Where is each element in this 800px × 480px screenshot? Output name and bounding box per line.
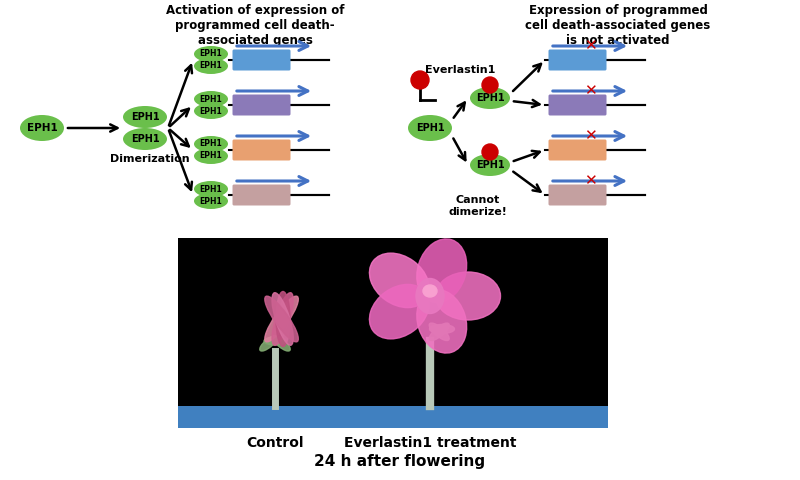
Ellipse shape	[408, 115, 452, 141]
Circle shape	[482, 144, 498, 160]
Text: ✕: ✕	[584, 84, 596, 98]
Text: EPH1: EPH1	[416, 123, 444, 133]
FancyBboxPatch shape	[233, 184, 290, 205]
Ellipse shape	[194, 91, 228, 107]
FancyBboxPatch shape	[549, 140, 606, 160]
Ellipse shape	[272, 293, 294, 345]
Text: ✕: ✕	[584, 38, 596, 53]
Text: EPH1: EPH1	[200, 184, 222, 193]
Circle shape	[411, 71, 429, 89]
Ellipse shape	[20, 115, 64, 141]
Text: EPH1: EPH1	[26, 123, 58, 133]
FancyBboxPatch shape	[178, 406, 608, 428]
Ellipse shape	[194, 103, 228, 119]
Ellipse shape	[272, 293, 294, 345]
Text: EPH1: EPH1	[200, 196, 222, 205]
FancyBboxPatch shape	[233, 49, 290, 71]
FancyBboxPatch shape	[178, 238, 608, 428]
Ellipse shape	[123, 106, 167, 128]
Text: Activation of expression of
programmed cell death-
associated genes: Activation of expression of programmed c…	[166, 4, 344, 47]
Ellipse shape	[273, 336, 290, 351]
Text: EPH1: EPH1	[476, 93, 504, 103]
Ellipse shape	[416, 278, 444, 313]
Ellipse shape	[417, 289, 466, 353]
FancyBboxPatch shape	[233, 95, 290, 116]
Ellipse shape	[423, 285, 437, 297]
Ellipse shape	[194, 193, 228, 209]
Ellipse shape	[194, 136, 228, 152]
Text: EPH1: EPH1	[130, 112, 159, 122]
Ellipse shape	[194, 46, 228, 62]
Ellipse shape	[435, 272, 501, 320]
Ellipse shape	[370, 253, 429, 308]
Text: Dimerization: Dimerization	[110, 154, 190, 164]
Text: EPH1: EPH1	[200, 152, 222, 160]
Ellipse shape	[429, 323, 449, 340]
Text: Control: Control	[246, 436, 304, 450]
Ellipse shape	[470, 87, 510, 109]
Ellipse shape	[276, 291, 290, 347]
Ellipse shape	[260, 336, 278, 351]
FancyBboxPatch shape	[549, 184, 606, 205]
Ellipse shape	[123, 128, 167, 150]
Text: ✕: ✕	[584, 129, 596, 144]
Text: EPH1: EPH1	[200, 49, 222, 59]
Text: EPH1: EPH1	[200, 107, 222, 116]
Text: 24 h after flowering: 24 h after flowering	[314, 454, 486, 469]
Text: Everlastin1: Everlastin1	[425, 65, 495, 75]
Ellipse shape	[470, 154, 510, 176]
FancyBboxPatch shape	[549, 49, 606, 71]
Text: Expression of programmed
cell death-associated genes
is not activated: Expression of programmed cell death-asso…	[526, 4, 710, 47]
Ellipse shape	[264, 337, 286, 345]
Text: EPH1: EPH1	[200, 140, 222, 148]
Text: EPH1: EPH1	[476, 160, 504, 170]
Text: Everlastin1 treatment: Everlastin1 treatment	[344, 436, 516, 450]
Text: EPH1: EPH1	[200, 61, 222, 71]
Text: EPH1: EPH1	[130, 134, 159, 144]
Ellipse shape	[265, 296, 298, 342]
Ellipse shape	[265, 296, 298, 342]
Ellipse shape	[194, 181, 228, 197]
Text: Cannot
dimerize!: Cannot dimerize!	[449, 195, 507, 216]
Ellipse shape	[430, 324, 454, 334]
Text: EPH1: EPH1	[200, 95, 222, 104]
Ellipse shape	[194, 148, 228, 164]
FancyBboxPatch shape	[549, 95, 606, 116]
Text: ✕: ✕	[584, 173, 596, 189]
Ellipse shape	[417, 239, 466, 302]
Circle shape	[482, 77, 498, 93]
Ellipse shape	[429, 323, 449, 340]
Ellipse shape	[194, 58, 228, 74]
Ellipse shape	[370, 284, 429, 339]
FancyBboxPatch shape	[233, 140, 290, 160]
